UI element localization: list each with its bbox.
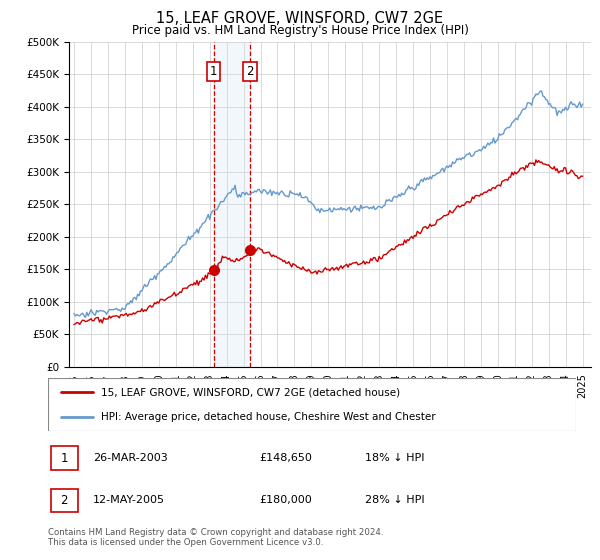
Text: 1: 1: [61, 451, 68, 465]
FancyBboxPatch shape: [50, 489, 78, 512]
Text: HPI: Average price, detached house, Cheshire West and Chester: HPI: Average price, detached house, Ches…: [101, 412, 436, 422]
Text: 28% ↓ HPI: 28% ↓ HPI: [365, 496, 424, 505]
FancyBboxPatch shape: [48, 378, 576, 431]
Text: 2: 2: [61, 494, 68, 507]
Text: 26-MAR-2003: 26-MAR-2003: [93, 453, 167, 463]
Text: £180,000: £180,000: [259, 496, 312, 505]
Text: 2: 2: [246, 65, 254, 78]
Bar: [214, 42, 250, 367]
Text: 1: 1: [210, 65, 217, 78]
Text: 15, LEAF GROVE, WINSFORD, CW7 2GE: 15, LEAF GROVE, WINSFORD, CW7 2GE: [157, 11, 443, 26]
Text: 18% ↓ HPI: 18% ↓ HPI: [365, 453, 424, 463]
Text: 12-MAY-2005: 12-MAY-2005: [93, 496, 165, 505]
Text: Price paid vs. HM Land Registry's House Price Index (HPI): Price paid vs. HM Land Registry's House …: [131, 24, 469, 36]
Text: Contains HM Land Registry data © Crown copyright and database right 2024.
This d: Contains HM Land Registry data © Crown c…: [48, 528, 383, 547]
Text: £148,650: £148,650: [259, 453, 312, 463]
FancyBboxPatch shape: [50, 446, 78, 470]
Text: 15, LEAF GROVE, WINSFORD, CW7 2GE (detached house): 15, LEAF GROVE, WINSFORD, CW7 2GE (detac…: [101, 388, 400, 398]
